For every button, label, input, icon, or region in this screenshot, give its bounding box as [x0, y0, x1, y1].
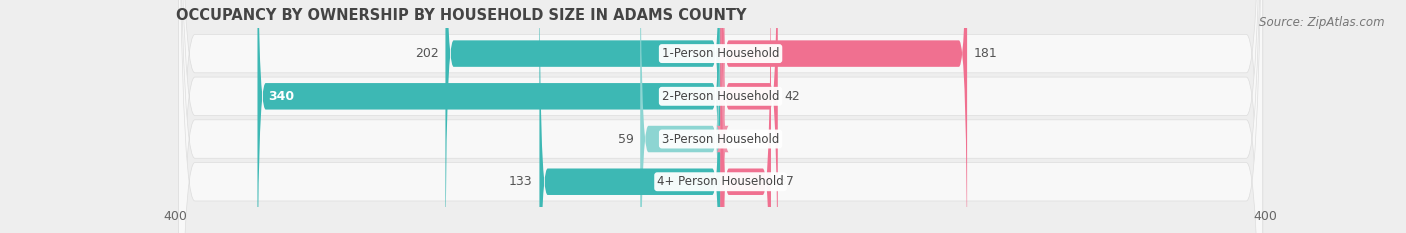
Text: 42: 42 [785, 90, 800, 103]
Text: 2-Person Household: 2-Person Household [662, 90, 779, 103]
FancyBboxPatch shape [179, 0, 1263, 233]
FancyBboxPatch shape [540, 0, 721, 233]
Text: 181: 181 [974, 47, 998, 60]
Text: OCCUPANCY BY OWNERSHIP BY HOUSEHOLD SIZE IN ADAMS COUNTY: OCCUPANCY BY OWNERSHIP BY HOUSEHOLD SIZE… [176, 8, 747, 23]
FancyBboxPatch shape [257, 0, 721, 233]
FancyBboxPatch shape [717, 0, 728, 233]
FancyBboxPatch shape [721, 0, 967, 233]
Text: 4+ Person Household: 4+ Person Household [657, 175, 785, 188]
FancyBboxPatch shape [721, 0, 778, 233]
Text: 133: 133 [509, 175, 533, 188]
FancyBboxPatch shape [179, 0, 1263, 233]
Text: Source: ZipAtlas.com: Source: ZipAtlas.com [1260, 16, 1385, 29]
Text: 3: 3 [731, 133, 740, 146]
FancyBboxPatch shape [179, 0, 1263, 233]
Text: 59: 59 [617, 133, 633, 146]
FancyBboxPatch shape [721, 0, 770, 233]
Text: 3-Person Household: 3-Person Household [662, 133, 779, 146]
Text: 340: 340 [269, 90, 294, 103]
Text: 37: 37 [778, 175, 793, 188]
Text: 202: 202 [415, 47, 439, 60]
Text: 1-Person Household: 1-Person Household [662, 47, 779, 60]
FancyBboxPatch shape [640, 0, 721, 233]
FancyBboxPatch shape [446, 0, 721, 233]
FancyBboxPatch shape [179, 0, 1263, 233]
